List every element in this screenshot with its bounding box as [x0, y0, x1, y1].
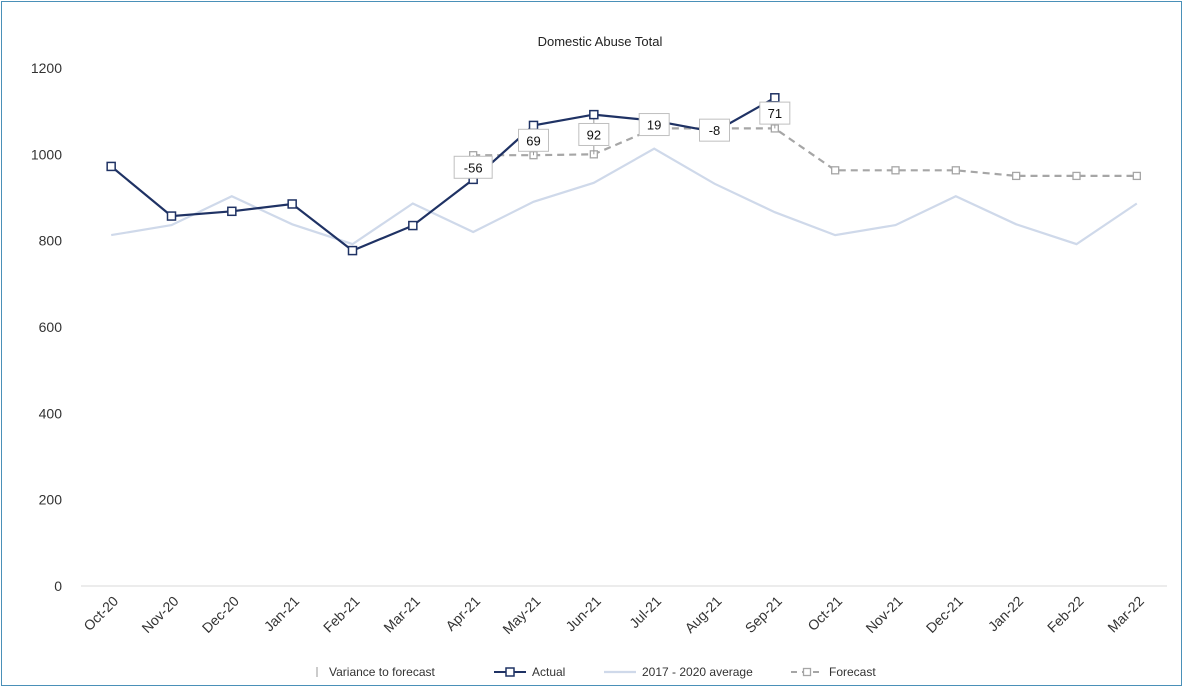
data-label: 19: [647, 118, 661, 133]
actual-point: [106, 161, 116, 172]
y-tick-label: 1200: [31, 60, 62, 76]
series-line-actual: [110, 96, 776, 252]
x-tick-label: Jan-22: [985, 593, 1027, 635]
x-tick-label: Jul-21: [626, 593, 664, 631]
axes: 0 200 400 600 800 1000 1200 Oct-20 Nov-20 Dec-20 J…: [31, 60, 1167, 637]
legend-item: Forecast: [791, 665, 876, 679]
y-tick-label: 800: [39, 233, 63, 249]
data-labels: -56 69 92 19 -8 71: [453, 101, 791, 179]
legend: Variance to forecast Actual 2017 - 2020 av…: [316, 665, 876, 679]
data-label: -56: [464, 160, 483, 175]
x-tick-label: Feb-21: [320, 593, 363, 636]
data-label-box: [759, 101, 791, 125]
actual-point: [227, 206, 237, 217]
x-tick-label: Aug-21: [681, 593, 724, 636]
x-tick-label: Nov-21: [862, 593, 905, 636]
data-label-box: [453, 155, 493, 179]
y-tick-label: 400: [39, 405, 63, 421]
x-tick-label: Mar-21: [380, 593, 423, 636]
actual-point: [166, 211, 177, 221]
x-tick-label: Oct-20: [80, 593, 121, 634]
legend-marker-forecast: [802, 667, 812, 677]
actual-point: [589, 109, 599, 120]
forecast-point: [831, 166, 840, 175]
legend-item: Variance to forecast: [316, 665, 435, 679]
x-tick-label: Apr-21: [442, 593, 483, 634]
actual-point: [287, 199, 297, 209]
x-tick-label: Jun-21: [562, 593, 604, 635]
y-tick-label: 200: [39, 492, 63, 508]
forecast-point: [1012, 171, 1021, 181]
x-tick-label: Feb-22: [1044, 593, 1087, 636]
legend-label: Actual: [532, 665, 565, 679]
chart-title: Domestic Abuse Total: [538, 34, 663, 49]
actual-point: [408, 220, 418, 231]
series-line-forecast: [473, 127, 1137, 177]
series-line-average: [111, 147, 1138, 246]
forecast-point: [1072, 171, 1081, 181]
x-tick-label: Dec-21: [923, 593, 966, 636]
data-label: 71: [768, 106, 782, 121]
legend-marker-actual: [505, 667, 515, 677]
x-tick-label: Nov-20: [138, 593, 181, 636]
legend-label: Forecast: [829, 665, 876, 679]
data-label-box: [518, 128, 549, 152]
series-layer: [106, 93, 1141, 256]
actual-point: [770, 93, 780, 103]
y-tick-label: 1000: [31, 146, 62, 162]
actual-point: [528, 120, 539, 131]
data-label-box: [638, 113, 670, 137]
forecast-point: [891, 166, 900, 175]
x-tick-label: Sep-21: [742, 593, 785, 636]
legend-label: Variance to forecast: [329, 665, 435, 679]
data-label-box: [699, 118, 730, 142]
legend-item: Actual: [494, 665, 565, 679]
data-label: 92: [587, 127, 601, 142]
forecast-point: [1132, 171, 1141, 181]
actual-point: [347, 245, 358, 256]
y-tick-label: 600: [39, 319, 63, 335]
legend-label: 2017 - 2020 average: [642, 665, 753, 679]
data-label: 69: [526, 133, 540, 148]
x-tick-label: Oct-21: [804, 593, 845, 634]
x-tick-label: May-21: [499, 593, 543, 637]
forecast-point: [951, 166, 960, 175]
data-label: -8: [709, 123, 721, 138]
x-tick-label: Mar-22: [1104, 593, 1147, 636]
x-tick-label: Jan-21: [261, 593, 303, 635]
legend-item: 2017 - 2020 average: [604, 665, 753, 679]
data-label-box: [578, 122, 610, 146]
y-tick-label: 0: [54, 578, 62, 594]
x-tick-label: Dec-20: [199, 593, 242, 636]
